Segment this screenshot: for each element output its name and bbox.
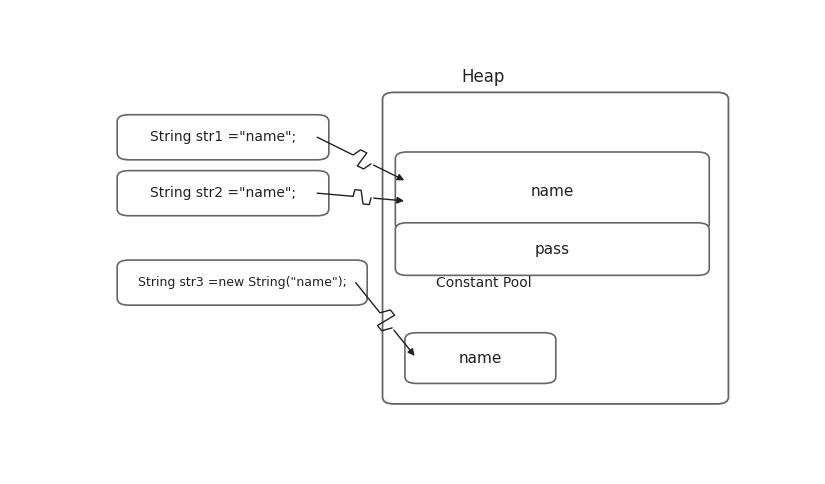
Text: Constant Pool: Constant Pool (436, 276, 531, 290)
Text: name: name (530, 184, 574, 199)
FancyBboxPatch shape (117, 171, 329, 216)
Text: String str1 ="name";: String str1 ="name"; (150, 130, 296, 144)
FancyBboxPatch shape (383, 92, 728, 404)
Text: name: name (459, 350, 502, 365)
Text: String str3 =new String("name");: String str3 =new String("name"); (138, 276, 346, 289)
Text: pass: pass (535, 242, 570, 257)
FancyBboxPatch shape (117, 115, 329, 160)
Text: Heap: Heap (462, 68, 505, 86)
FancyBboxPatch shape (395, 223, 710, 275)
FancyBboxPatch shape (395, 152, 710, 231)
Text: String str2 ="name";: String str2 ="name"; (150, 186, 296, 200)
FancyBboxPatch shape (117, 260, 367, 305)
FancyBboxPatch shape (405, 333, 556, 383)
